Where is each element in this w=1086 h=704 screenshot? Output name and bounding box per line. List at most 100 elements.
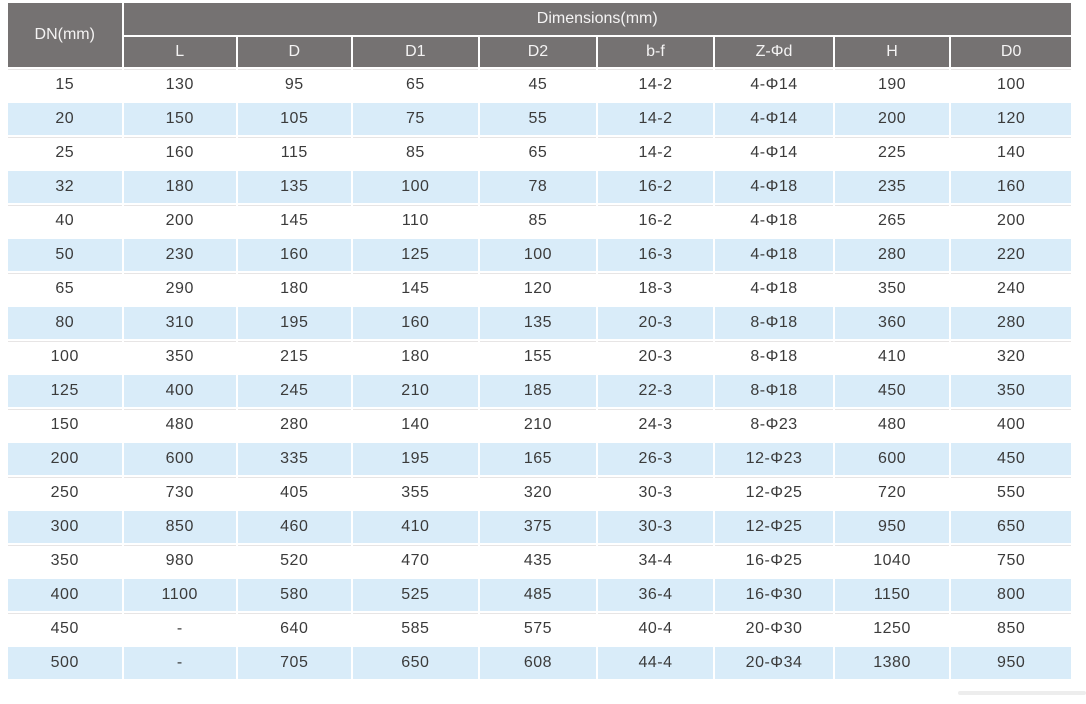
table-cell: 1100: [123, 579, 236, 611]
table-cell: 335: [238, 443, 351, 475]
table-cell: 105: [238, 103, 351, 135]
table-row: 200 600 335 195 165 26-3 12-Φ23 600 450: [8, 443, 1071, 475]
table-cell: 110: [352, 205, 479, 237]
dn-cell: 125: [8, 375, 122, 407]
table-cell: 140: [951, 137, 1071, 169]
table-cell: 40-4: [597, 613, 714, 645]
dn-cell: 100: [8, 341, 122, 373]
column-header: H: [834, 37, 950, 67]
table-cell: 608: [480, 647, 596, 679]
table-row: 125 400 245 210 185 22-3 8-Φ18 450 350: [8, 375, 1071, 407]
table-cell: 95: [238, 69, 351, 101]
table-cell: 85: [352, 137, 479, 169]
table-cell: 450: [834, 375, 950, 407]
table-row: 450-640 585 575 40-4 20-Φ30 1250 850: [8, 613, 1071, 645]
table-cell: 210: [352, 375, 479, 407]
table-cell: 280: [238, 409, 351, 441]
table-cell: 22-3: [597, 375, 714, 407]
table-cell: 195: [352, 443, 479, 475]
dn-cell: 80: [8, 307, 122, 339]
table-cell: 265: [834, 205, 950, 237]
table-cell: 350: [834, 273, 950, 305]
table-row: 20 150 105 75 55 14-2 4-Φ14 200 120: [8, 103, 1071, 135]
table-cell: 550: [951, 477, 1071, 509]
table-cell: 355: [352, 477, 479, 509]
group-header-dimensions: Dimensions(mm): [123, 3, 1071, 35]
table-cell: 1380: [834, 647, 950, 679]
table-cell: 705: [238, 647, 351, 679]
table-cell: 240: [951, 273, 1071, 305]
table-cell: 65: [352, 69, 479, 101]
table-cell: 525: [352, 579, 479, 611]
table-cell: 750: [951, 545, 1071, 577]
table-cell: 8-Φ18: [715, 307, 833, 339]
table-cell: 480: [834, 409, 950, 441]
table-cell: -: [123, 613, 236, 645]
dn-cell: 300: [8, 511, 122, 543]
table-cell: 34-4: [597, 545, 714, 577]
dn-cell: 400: [8, 579, 122, 611]
table-cell: 1040: [834, 545, 950, 577]
table-cell: 730: [123, 477, 236, 509]
table-cell: 24-3: [597, 409, 714, 441]
table-cell: 850: [951, 613, 1071, 645]
dn-cell: 250: [8, 477, 122, 509]
table-cell: 115: [238, 137, 351, 169]
column-header: L: [123, 37, 236, 67]
table-cell: 280: [951, 307, 1071, 339]
table-cell: 450: [951, 443, 1071, 475]
column-header: D1: [352, 37, 479, 67]
table-row: 80 310 195 160 135 20-3 8-Φ18 360 280: [8, 307, 1071, 339]
dn-cell: 50: [8, 239, 122, 271]
table-cell: 4-Φ18: [715, 273, 833, 305]
table-cell: 650: [352, 647, 479, 679]
column-header: D2: [480, 37, 596, 67]
table-cell: 185: [480, 375, 596, 407]
table-cell: 100: [352, 171, 479, 203]
table-cell: 640: [238, 613, 351, 645]
table-cell: 30-3: [597, 477, 714, 509]
table-cell: 12-Φ25: [715, 477, 833, 509]
table-cell: 16-2: [597, 205, 714, 237]
table-cell: 36-4: [597, 579, 714, 611]
table-cell: -: [123, 647, 236, 679]
table-cell: 150: [123, 103, 236, 135]
table-cell: 650: [951, 511, 1071, 543]
table-cell: 1250: [834, 613, 950, 645]
table-cell: 180: [123, 171, 236, 203]
table-cell: 8-Φ23: [715, 409, 833, 441]
table-cell: 140: [352, 409, 479, 441]
table-cell: 135: [238, 171, 351, 203]
table-cell: 20-Φ30: [715, 613, 833, 645]
table-cell: 360: [834, 307, 950, 339]
table-cell: 180: [238, 273, 351, 305]
table-cell: 14-2: [597, 69, 714, 101]
table-cell: 480: [123, 409, 236, 441]
table-body: 15 130 95 65 45 14-2 4-Φ14 190 100 20 150 105 75 55 14…: [8, 69, 1071, 679]
table-row: 15 130 95 65 45 14-2 4-Φ14 190 100: [8, 69, 1071, 101]
table-cell: 45: [480, 69, 596, 101]
table-cell: 585: [352, 613, 479, 645]
table-cell: 4-Φ14: [715, 69, 833, 101]
table-cell: 120: [480, 273, 596, 305]
table-cell: 16-2: [597, 171, 714, 203]
table-cell: 14-2: [597, 137, 714, 169]
table-cell: 230: [123, 239, 236, 271]
table-cell: 4-Φ18: [715, 205, 833, 237]
table-cell: 100: [480, 239, 596, 271]
table-cell: 195: [238, 307, 351, 339]
table-cell: 950: [951, 647, 1071, 679]
table-row: 250 730 405 355 320 30-3 12-Φ25 720 550: [8, 477, 1071, 509]
column-header: Z-Φd: [715, 37, 833, 67]
column-header: D: [238, 37, 351, 67]
table-cell: 580: [238, 579, 351, 611]
table-cell: 120: [951, 103, 1071, 135]
table-cell: 16-3: [597, 239, 714, 271]
dn-cell: 500: [8, 647, 122, 679]
table-cell: 145: [352, 273, 479, 305]
table-cell: 800: [951, 579, 1071, 611]
column-header: D0: [951, 37, 1071, 67]
table-cell: 200: [123, 205, 236, 237]
table-cell: 14-2: [597, 103, 714, 135]
